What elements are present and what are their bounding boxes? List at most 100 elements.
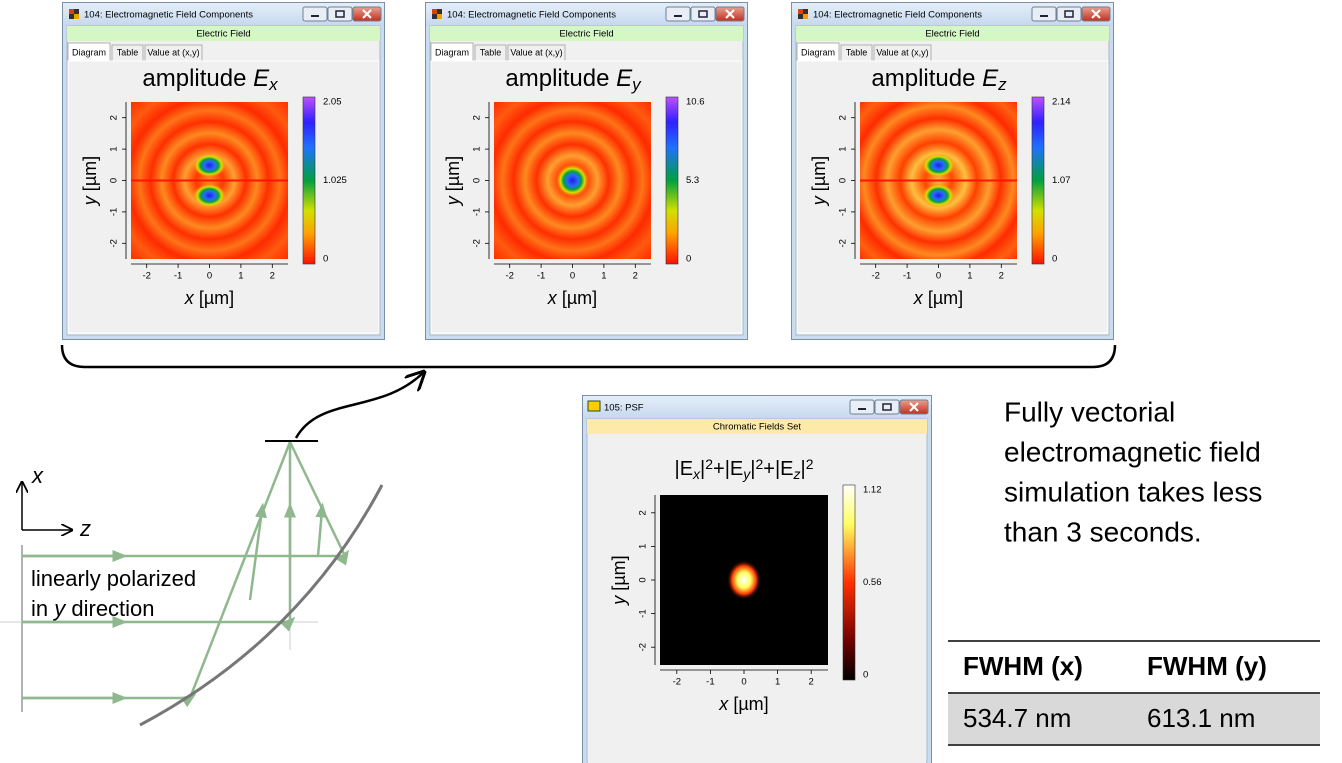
glyph [698, 10, 708, 18]
close-button[interactable] [899, 399, 929, 415]
y-tick-label: -1 [472, 208, 483, 216]
x-tick-label: -2 [673, 677, 681, 688]
axis-label: x [µm] [913, 288, 963, 308]
field-lobe [193, 183, 226, 208]
axis-label: y [µm] [80, 156, 100, 207]
title-part: +|E [763, 458, 793, 480]
window-icon [432, 9, 442, 19]
axis-label: z [79, 516, 91, 541]
mirror [139, 484, 384, 727]
tab[interactable]: Table [840, 44, 873, 62]
x-tick-label: -1 [903, 271, 911, 282]
title-part: | [800, 458, 805, 480]
psf-spot [727, 560, 761, 600]
button-face [874, 399, 900, 415]
colorbar-label: 0.56 [863, 577, 882, 588]
minimize-button[interactable] [302, 6, 328, 22]
tab-label: Value at (x,y) [510, 47, 562, 57]
tab-label: Diagram [72, 47, 106, 57]
x-tick-label: -1 [706, 677, 714, 688]
description-line: simulation takes less [1004, 476, 1262, 507]
y-tick-label: 1 [472, 146, 483, 151]
x-tick-label: 0 [936, 271, 941, 282]
title-part: |E [675, 458, 694, 480]
glyph [725, 9, 735, 19]
y-tick-label: 1 [838, 146, 849, 151]
plot-title: |Ex|2+|Ey|2+|Ez|2 [675, 456, 814, 482]
field-lobe [922, 183, 955, 208]
axis-label: x [µm] [718, 694, 768, 714]
axis-var: x [913, 288, 924, 308]
icon-cell [798, 14, 803, 19]
field-window: 104: Electromagnetic Field Components Ele… [425, 2, 748, 340]
field-lobe [193, 153, 226, 178]
polarization-text: in y direction [31, 596, 155, 621]
minimize-button[interactable] [1031, 6, 1057, 22]
close-button[interactable] [1081, 6, 1111, 22]
axis-var: x [547, 288, 558, 308]
title-part: | [750, 458, 755, 480]
brace [60, 344, 1117, 369]
maximize-button[interactable] [1056, 6, 1082, 22]
plot-title: amplitude Ex [142, 65, 278, 94]
axis-var: y [80, 195, 100, 207]
tab[interactable]: Value at (x,y) [507, 44, 566, 62]
axis-unit: [µm] [443, 156, 463, 191]
ray-arrow [248, 502, 267, 601]
plot-title: amplitude Ey [505, 65, 642, 94]
y-tick-label: -1 [838, 208, 849, 216]
maximize-button[interactable] [690, 6, 716, 22]
tab[interactable]: Diagram [796, 42, 840, 62]
window-subtitle: Electric Field [196, 29, 250, 40]
y-tick-label: 2 [638, 510, 649, 515]
text-part: direction [71, 596, 154, 621]
y-tick-label: 2 [838, 115, 849, 120]
colorbar-label: 5.3 [686, 175, 699, 186]
tab[interactable]: Value at (x,y) [144, 44, 203, 62]
subtitle-strip [796, 26, 1109, 41]
axis-label: x [µm] [184, 288, 234, 308]
tab[interactable]: Value at (x,y) [873, 44, 932, 62]
maximize-button[interactable] [327, 6, 353, 22]
window-title: 104: Electromagnetic Field Components [813, 10, 982, 21]
title-subscript: x [268, 75, 278, 94]
x-tick-label: 2 [809, 677, 814, 688]
y-tick-label: 0 [109, 178, 120, 183]
tab[interactable]: Diagram [67, 42, 111, 62]
y-tick-label: -1 [638, 609, 649, 617]
y-tick-label: -2 [638, 643, 649, 651]
window-title: 104: Electromagnetic Field Components [447, 10, 616, 21]
title-part: | [700, 458, 705, 480]
description-line: electromagnetic field [1004, 436, 1261, 467]
plot-title: amplitude Ez [871, 65, 1007, 94]
y-tick-label: 0 [472, 178, 483, 183]
optics-diagram: x z linearly polarized in y direction [0, 440, 384, 727]
tab-label: Diagram [801, 47, 835, 57]
tab[interactable]: Diagram [430, 42, 474, 62]
title-part: 2 [806, 456, 814, 472]
icon-cell [798, 9, 803, 14]
minimize-button[interactable] [665, 6, 691, 22]
icon-cell [803, 9, 808, 14]
title-bar [583, 396, 931, 419]
heatmap [660, 495, 828, 665]
title-subscript: z [997, 75, 1007, 94]
field-lobe [922, 153, 955, 178]
tab[interactable]: Table [474, 44, 507, 62]
colorbar-label: 1.025 [323, 175, 347, 186]
title-symbol: E [982, 65, 999, 92]
icon-cell [74, 9, 79, 14]
maximize-button[interactable] [874, 399, 900, 415]
x-tick-label: 2 [999, 271, 1004, 282]
axis-var: y [609, 595, 629, 607]
glyph [1091, 9, 1101, 19]
subtitle-strip [587, 419, 927, 434]
close-button[interactable] [352, 6, 382, 22]
axis-label: x [µm] [547, 288, 597, 308]
close-button[interactable] [715, 6, 745, 22]
colorbar-label: 2.05 [323, 97, 342, 108]
minimize-button[interactable] [849, 399, 875, 415]
tab[interactable]: Table [111, 44, 144, 62]
x-tick-label: -1 [537, 271, 545, 282]
